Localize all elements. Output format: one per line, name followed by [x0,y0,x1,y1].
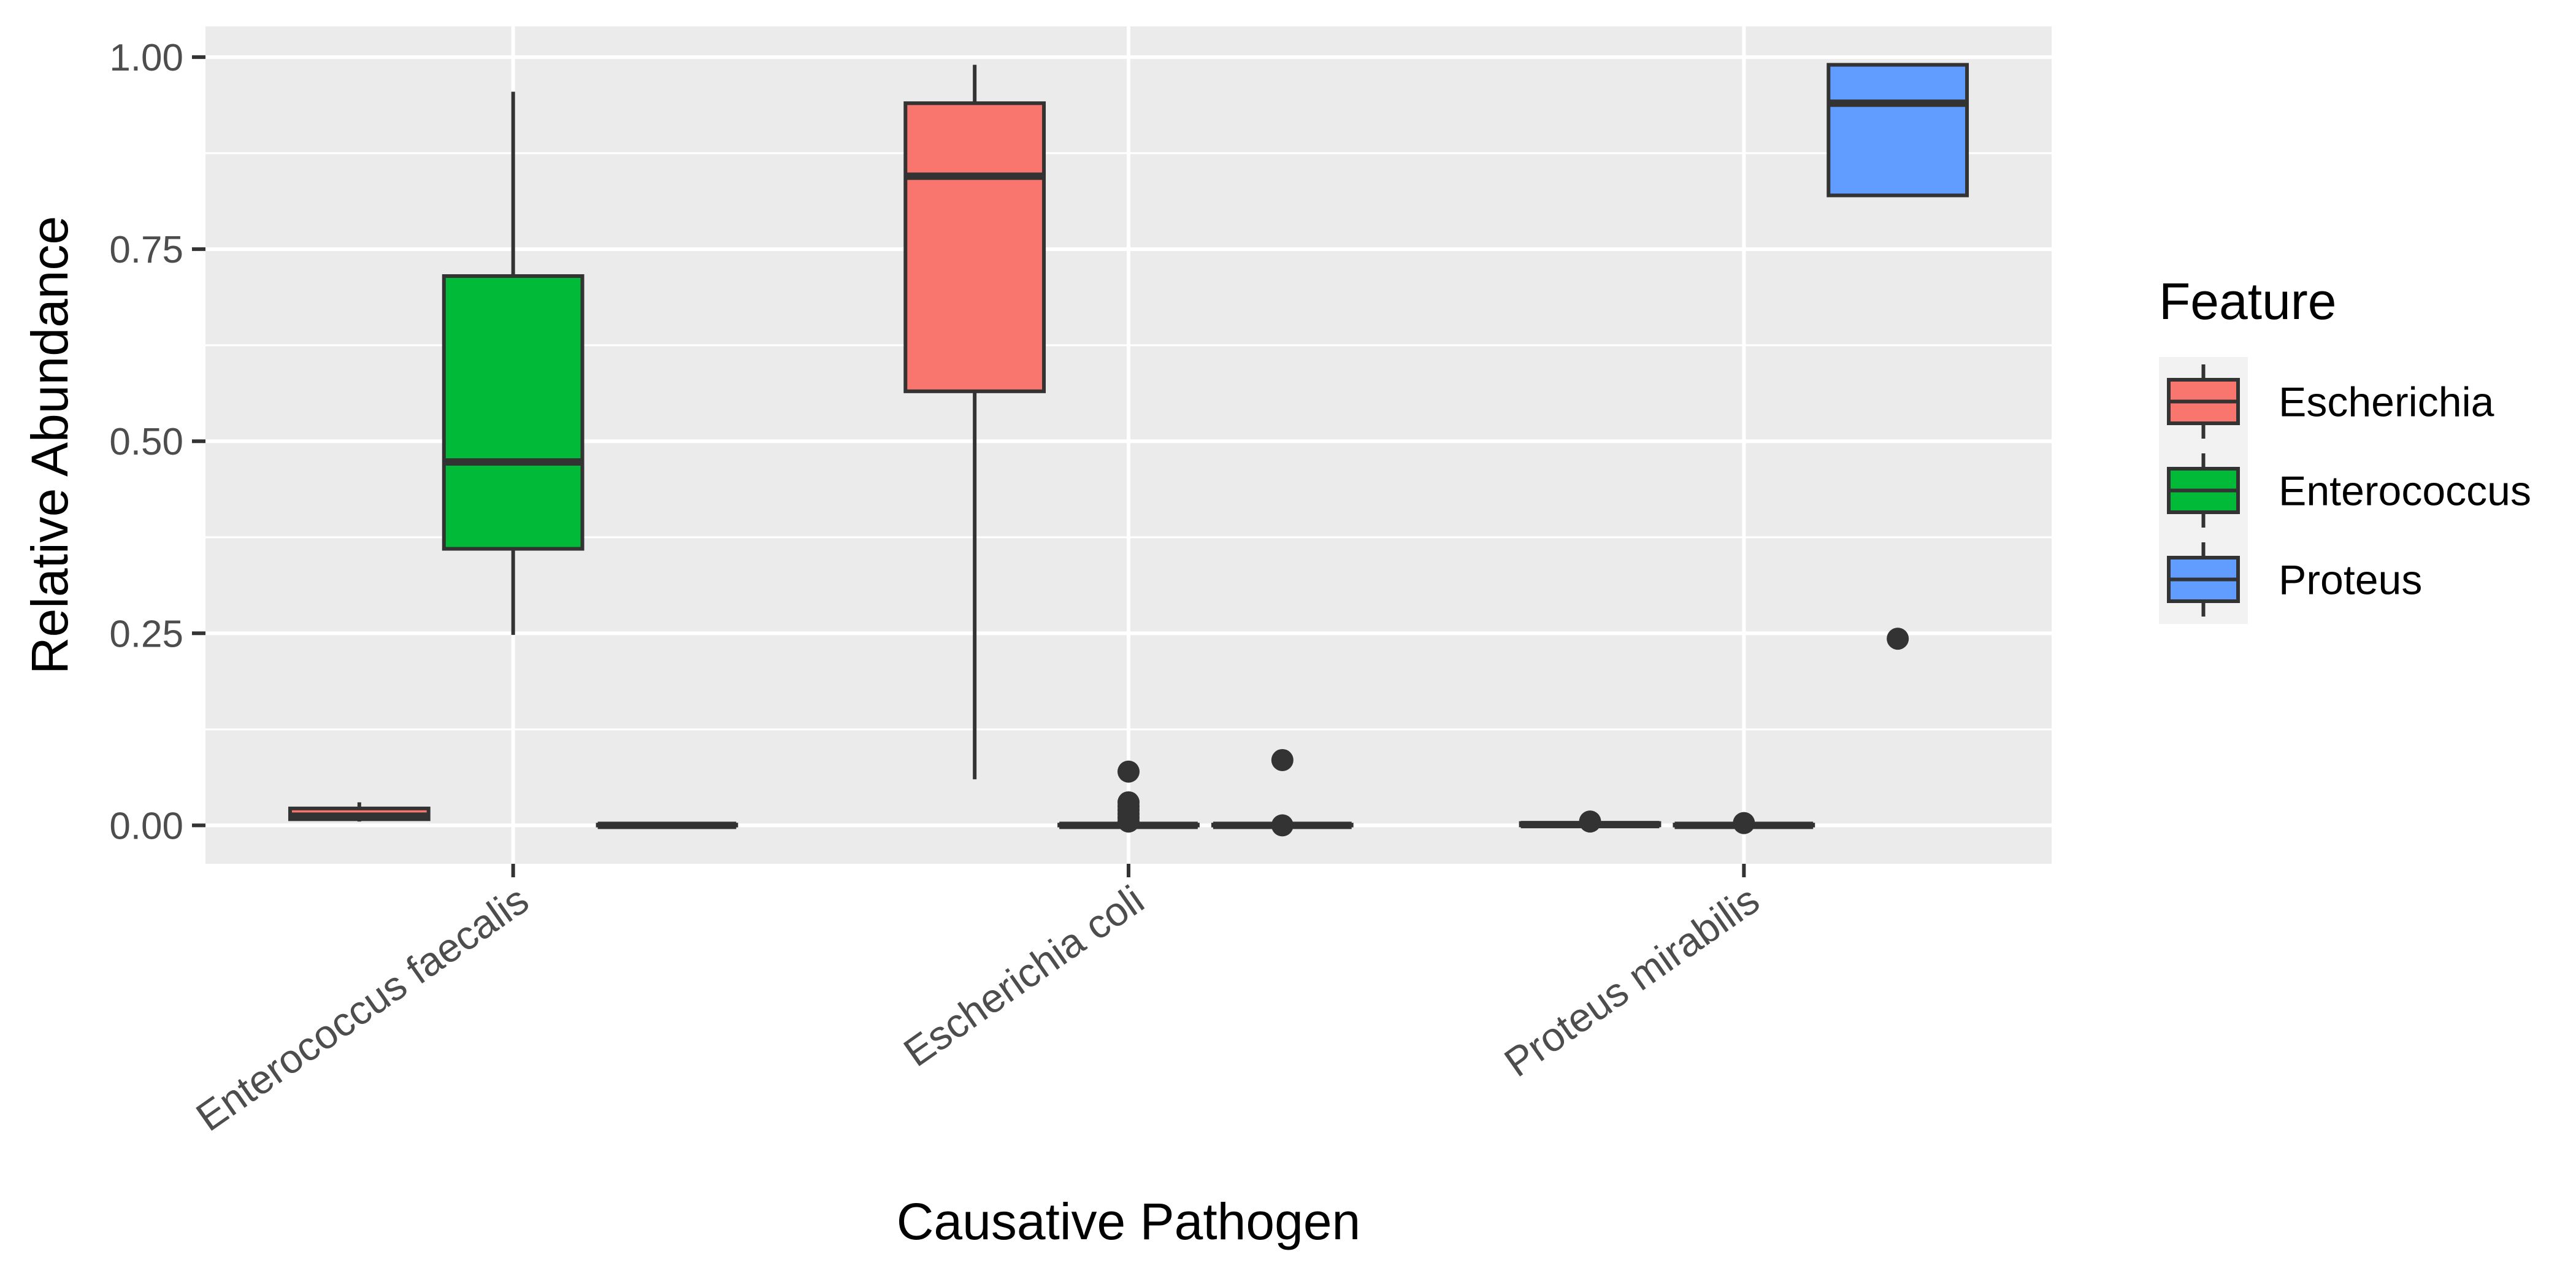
outlier-point [1117,791,1140,813]
legend: Feature Escherichia Enterococcus Proteus [2159,272,2531,624]
box-escherichia-0 [288,802,431,822]
legend-items: Escherichia Enterococcus Proteus [2167,364,2531,617]
y-tick-label: 0.75 [109,229,183,271]
x-tick-label: Escherichia coli [895,877,1152,1075]
outlier-point [1271,814,1294,837]
x-tick-label: Enterococcus faecalis [188,877,536,1140]
box-proteus-2 [1827,63,1969,650]
outlier-point [1579,810,1601,833]
y-tick-label: 1.00 [109,37,183,79]
outlier-point [1271,748,1294,771]
box-body [903,101,1046,393]
x-tick-label: Proteus mirabilis [1496,877,1767,1085]
box-body [1827,63,1969,198]
box-escherichia-1 [903,64,1046,780]
legend-item-escherichia: Escherichia [2167,364,2494,439]
y-axis: 0.00 0.25 0.50 0.75 1.00 [109,37,205,847]
y-tick-label: 0.50 [109,421,183,463]
x-axis: Enterococcus faecalis Escherichia coli Pro… [188,864,1767,1140]
y-tick-label: 0.00 [109,805,183,847]
legend-title: Feature [2159,272,2337,330]
box-enterococcus-0 [442,91,585,635]
x-axis-title: Causative Pathogen [897,1193,1361,1250]
outlier-point [1733,812,1755,834]
box-proteus-0 [596,821,738,829]
legend-label: Escherichia [2279,379,2494,426]
box-body [442,274,585,551]
outlier-point [1887,628,1909,650]
outlier-point [1117,760,1140,783]
legend-label: Proteus [2279,557,2422,604]
box-escherichia-2 [1519,810,1662,833]
box-proteus-1 [1211,748,1354,837]
legend-item-enterococcus: Enterococcus [2167,453,2531,528]
y-tick-label: 0.25 [109,613,183,655]
legend-label: Enterococcus [2279,468,2531,515]
y-axis-title: Relative Abundance [21,216,79,674]
legend-item-proteus: Proteus [2167,542,2422,617]
box-layer [288,63,1969,837]
box-enterococcus-2 [1673,812,1815,834]
box-enterococcus-1 [1057,760,1200,833]
